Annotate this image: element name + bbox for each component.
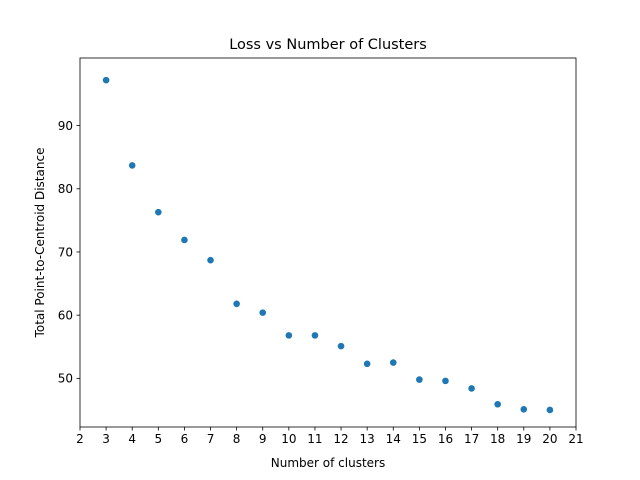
data-point <box>128 162 136 169</box>
data-point <box>207 256 214 264</box>
x-tick-label: 17 <box>464 432 479 446</box>
data-point <box>233 300 240 308</box>
x-tick-label: 4 <box>128 432 136 446</box>
x-tick-label: 8 <box>233 432 241 446</box>
y-axis-label: Total Point-to-Centroid Distance <box>33 148 47 339</box>
data-point <box>311 332 319 339</box>
x-tick-label: 6 <box>181 432 189 446</box>
y-tick-label: 60 <box>58 308 73 322</box>
data-point <box>494 400 501 408</box>
y-ticks: 50 60 70 80 90 <box>58 119 80 386</box>
x-tick-label: 7 <box>207 432 215 446</box>
data-point <box>416 376 423 383</box>
x-tick-label: 9 <box>259 432 267 446</box>
x-tick-label: 16 <box>438 432 453 446</box>
x-tick-label: 14 <box>386 432 401 446</box>
data-point <box>155 208 162 216</box>
x-tick-label: 11 <box>307 432 322 446</box>
x-tick-label: 5 <box>154 432 162 446</box>
data-point <box>337 342 345 350</box>
plot-frame <box>79 57 577 428</box>
data-point <box>389 359 397 366</box>
x-tick-label: 21 <box>568 432 583 446</box>
data-point <box>468 385 475 392</box>
x-tick-label: 13 <box>360 432 375 446</box>
data-point <box>546 406 554 414</box>
data-point <box>102 76 110 84</box>
x-tick-label: 2 <box>76 432 84 446</box>
x-tick-label: 18 <box>490 432 505 446</box>
y-tick-label: 90 <box>58 119 73 133</box>
x-tick-label: 20 <box>542 432 557 446</box>
data-point <box>259 309 267 316</box>
x-axis-label: Number of clusters <box>271 456 385 470</box>
y-tick-label: 70 <box>58 245 73 259</box>
data-point <box>285 332 293 339</box>
data-point <box>442 377 449 385</box>
x-tick-label: 10 <box>281 432 296 446</box>
x-tick-label: 12 <box>333 432 348 446</box>
y-tick-label: 80 <box>58 182 73 196</box>
x-tick-label: 3 <box>102 432 110 446</box>
data-point <box>520 406 528 413</box>
y-tick-label: 50 <box>58 372 73 386</box>
x-ticks: 2 3 4 5 6 7 8 9 10 11 12 13 14 15 16 17 18 19 20 21 <box>76 427 584 446</box>
x-tick-label: 15 <box>412 432 427 446</box>
chart-title: Loss vs Number of Clusters <box>229 37 427 53</box>
data-point <box>363 360 371 368</box>
x-tick-label: 19 <box>516 432 531 446</box>
data-points <box>102 76 554 414</box>
data-point <box>181 236 188 244</box>
